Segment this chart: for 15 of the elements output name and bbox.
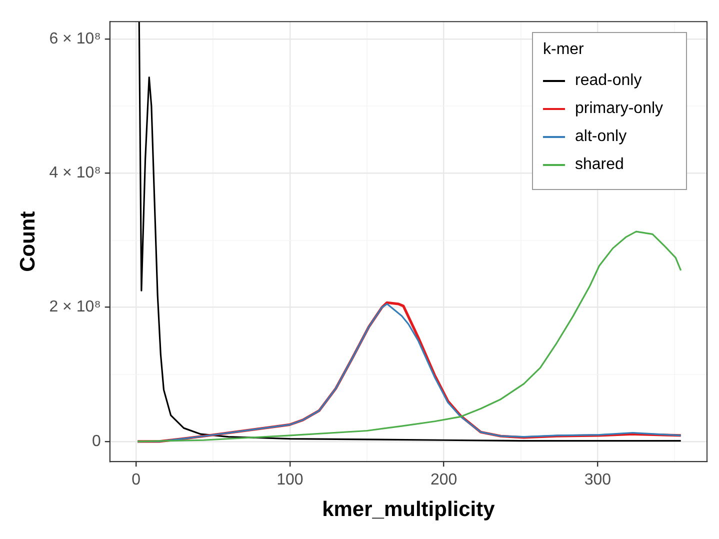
y-tick-label: 2 × 10⁸ — [49, 298, 101, 316]
legend-label: primary-only — [575, 100, 664, 118]
legend-title: k-mer — [543, 41, 585, 59]
legend-label: read-only — [575, 72, 642, 90]
y-tick-label: 0 — [92, 432, 101, 450]
x-tick-label: 100 — [276, 472, 304, 489]
legend-label: shared — [575, 156, 624, 174]
y-tick-label: 6 × 10⁸ — [49, 30, 101, 48]
x-axis-title: kmer_multiplicity — [322, 498, 496, 522]
x-tick-label: 0 — [132, 472, 141, 489]
y-tick-label: 4 × 10⁸ — [49, 164, 101, 182]
legend-label: alt-only — [575, 128, 627, 146]
x-tick-label: 200 — [430, 472, 458, 489]
y-axis-title: Count — [16, 211, 40, 272]
x-tick-label: 300 — [584, 472, 612, 489]
